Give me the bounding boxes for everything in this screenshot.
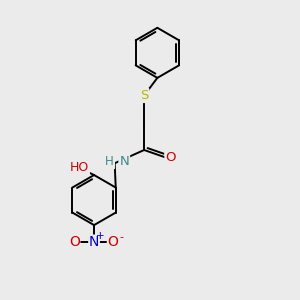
Text: +: +: [96, 231, 105, 241]
Text: -: -: [119, 232, 123, 242]
Text: O: O: [107, 235, 118, 249]
Text: HO: HO: [70, 161, 89, 174]
Text: N: N: [89, 235, 99, 249]
Text: O: O: [69, 235, 80, 249]
Text: O: O: [165, 151, 176, 164]
Text: H: H: [105, 155, 114, 168]
Text: N: N: [119, 155, 129, 168]
Text: S: S: [140, 89, 148, 102]
